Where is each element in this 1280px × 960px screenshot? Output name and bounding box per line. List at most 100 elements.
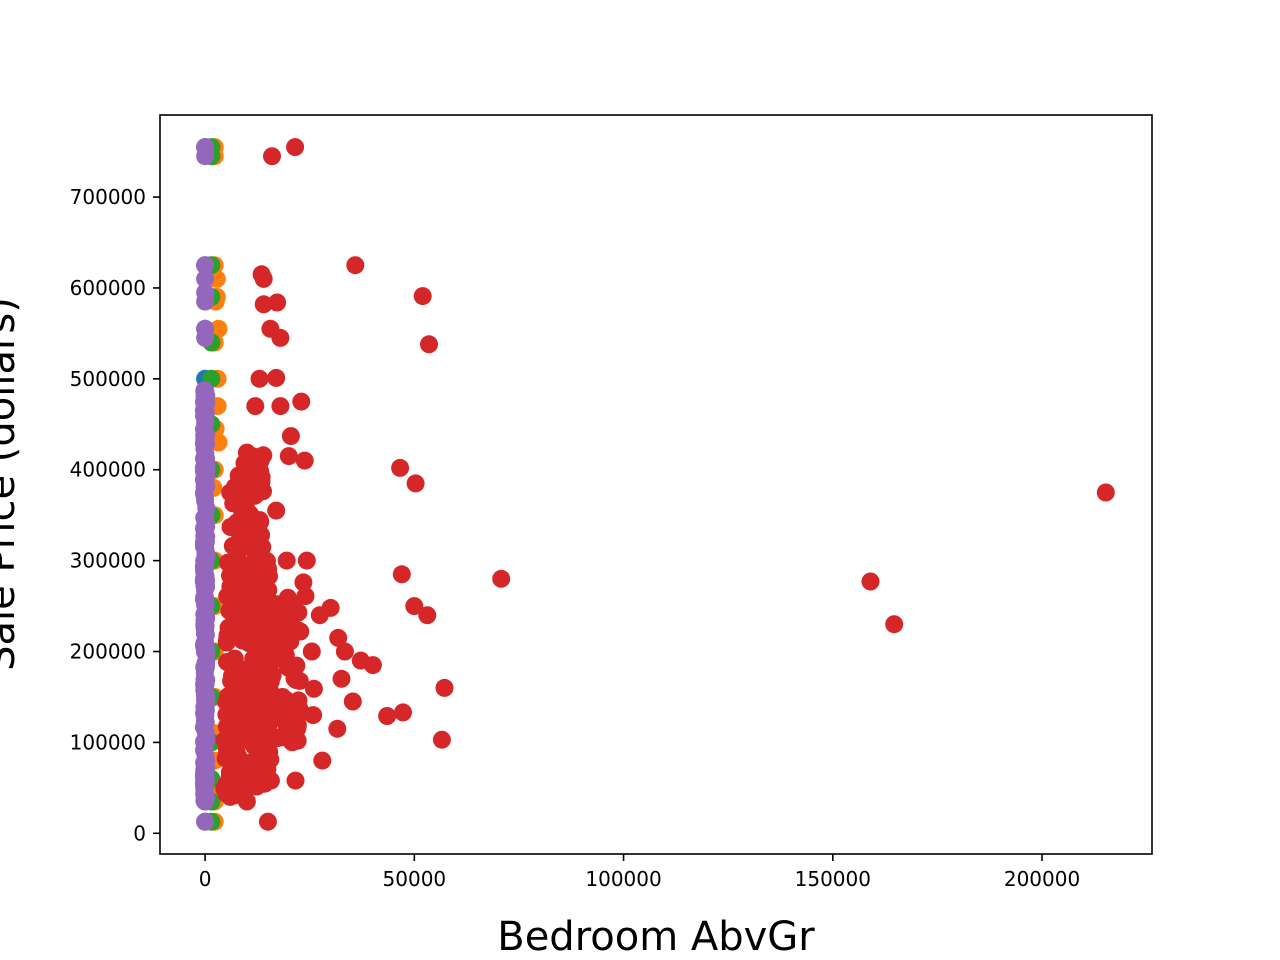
data-point-series-4 — [216, 749, 235, 768]
data-point-series-4 — [239, 446, 258, 465]
data-point-series-4 — [304, 706, 323, 725]
data-point-series-4 — [432, 730, 451, 749]
data-point-series-4 — [328, 719, 347, 738]
data-point-series-4 — [346, 256, 365, 275]
data-point-series-4 — [885, 615, 904, 634]
x-tick-label: 150000 — [795, 867, 871, 891]
data-point-series-5 — [196, 515, 215, 534]
y-tick-label: 300000 — [70, 549, 146, 573]
data-point-series-4 — [335, 642, 354, 661]
data-point-series-4 — [435, 678, 454, 697]
x-tick-label: 50000 — [383, 867, 447, 891]
data-point-series-4 — [261, 319, 280, 338]
data-point-series-5 — [194, 484, 213, 503]
data-point-series-4 — [275, 642, 294, 661]
ticks-layer: 0 50000 100000 150000 200000 0 100000 200000 300… — [70, 185, 1081, 891]
data-point-series-5 — [196, 812, 215, 831]
data-point-series-5 — [196, 686, 215, 705]
x-axis-title: Bedroom AbvGr — [497, 914, 815, 960]
data-point-series-4 — [271, 397, 290, 416]
data-point-series-4 — [1096, 483, 1115, 502]
data-point-series-4 — [217, 693, 236, 712]
data-point-series-4 — [267, 368, 286, 387]
data-point-series-5 — [196, 283, 215, 302]
data-point-series-5 — [196, 568, 215, 587]
data-point-series-4 — [420, 335, 438, 354]
y-tick-label: 500000 — [70, 367, 146, 391]
data-point-series-4 — [295, 451, 314, 470]
y-axis-title: Sale Price (dollars) — [0, 297, 24, 671]
data-point-series-4 — [252, 265, 271, 284]
data-point-series-4 — [267, 501, 286, 520]
data-point-series-4 — [310, 606, 329, 625]
data-point-series-4 — [406, 474, 425, 493]
plot-frame — [159, 114, 1153, 855]
data-point-series-4 — [221, 787, 240, 806]
data-point-series-5 — [196, 319, 215, 338]
data-point-series-5 — [195, 704, 214, 723]
data-point-series-4 — [245, 486, 264, 505]
y-tick-label: 200000 — [70, 640, 146, 664]
data-point-series-4 — [329, 628, 348, 647]
data-point-series-5 — [196, 658, 215, 677]
data-point-series-2 — [209, 319, 228, 338]
data-point-series-4 — [243, 684, 262, 703]
data-point-series-4 — [232, 556, 251, 575]
data-point-series-5 — [196, 625, 215, 644]
data-point-series-4 — [378, 707, 397, 725]
data-point-series-4 — [220, 763, 239, 782]
data-point-series-4 — [304, 679, 323, 698]
data-point-series-5 — [197, 426, 216, 445]
data-point-series-4 — [286, 771, 305, 790]
data-point-series-4 — [265, 597, 284, 616]
data-point-series-4 — [230, 573, 249, 592]
data-point-series-4 — [279, 447, 298, 466]
data-point-series-5 — [196, 269, 215, 288]
data-point-series-4 — [392, 565, 411, 584]
x-tick-label: 200000 — [1004, 867, 1080, 891]
data-point-series-4 — [294, 573, 313, 592]
data-point-series-5 — [195, 606, 214, 625]
x-tick-label: 100000 — [585, 867, 661, 891]
data-point-series-4 — [296, 587, 315, 606]
data-point-series-4 — [343, 692, 362, 711]
data-point-series-4 — [269, 728, 288, 747]
y-tick-label: 100000 — [70, 730, 146, 754]
data-point-series-4 — [237, 792, 256, 811]
data-point-series-5 — [194, 718, 213, 737]
x-tick-label: 0 — [199, 867, 212, 891]
data-point-series-4 — [297, 551, 316, 570]
data-point-series-4 — [225, 650, 244, 668]
data-point-series-4 — [413, 287, 432, 306]
data-point-series-4 — [281, 427, 300, 446]
data-point-series-4 — [221, 483, 240, 502]
data-point-series-4 — [288, 719, 307, 738]
data-point-series-5 — [195, 779, 214, 797]
data-point-series-4 — [254, 295, 273, 314]
points-layer — [194, 138, 1115, 831]
y-tick-label: 600000 — [70, 276, 146, 300]
data-point-series-4 — [268, 293, 287, 312]
data-point-series-4 — [242, 764, 261, 783]
data-point-series-4 — [250, 369, 269, 388]
data-point-series-5 — [196, 642, 214, 661]
y-tick-label: 0 — [133, 821, 146, 845]
data-point-series-4 — [277, 551, 296, 570]
data-point-series-4 — [263, 147, 281, 166]
data-point-series-4 — [418, 606, 437, 625]
data-point-series-4 — [332, 669, 351, 688]
y-tick-label: 700000 — [70, 185, 146, 209]
y-tick-label: 400000 — [70, 458, 146, 482]
data-point-series-4 — [492, 569, 511, 588]
data-point-series-4 — [302, 642, 321, 661]
data-point-series-5 — [195, 393, 213, 411]
data-point-series-5 — [196, 138, 215, 157]
data-point-series-4 — [394, 703, 412, 722]
data-point-series-4 — [243, 521, 262, 540]
data-point-series-4 — [391, 458, 410, 477]
data-point-series-4 — [283, 596, 302, 615]
data-point-series-4 — [253, 748, 272, 767]
data-point-series-5 — [196, 747, 215, 766]
data-point-series-4 — [351, 651, 370, 670]
